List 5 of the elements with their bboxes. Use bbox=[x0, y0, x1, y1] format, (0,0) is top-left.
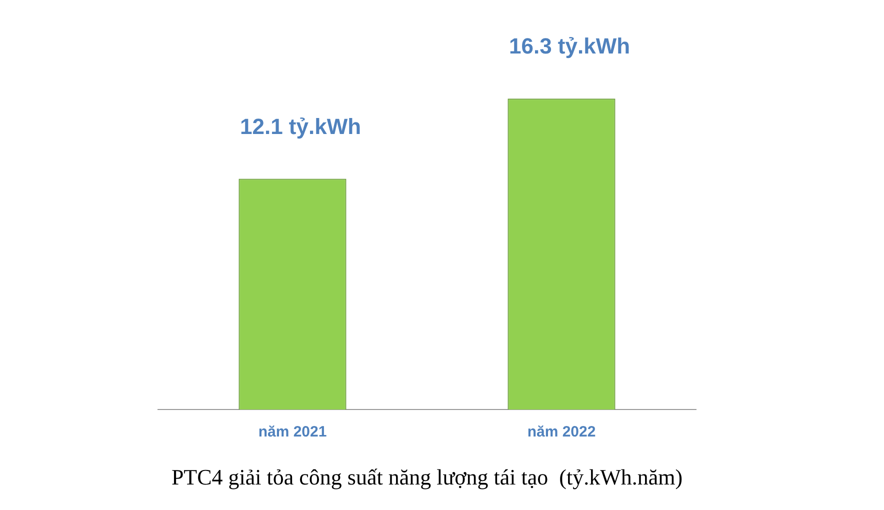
data-label: 16.3 tỷ.kWh bbox=[508, 34, 630, 59]
data-label: 12.1 tỷ.kWh bbox=[240, 114, 362, 139]
x-tick-label: năm 2022 bbox=[527, 424, 596, 441]
text: PTC4 giải tỏa công suất năng lượng tái tạo (tỷ.kWh.năm) bbox=[171, 464, 683, 490]
x-tick-label: năm 2021 bbox=[258, 424, 327, 441]
